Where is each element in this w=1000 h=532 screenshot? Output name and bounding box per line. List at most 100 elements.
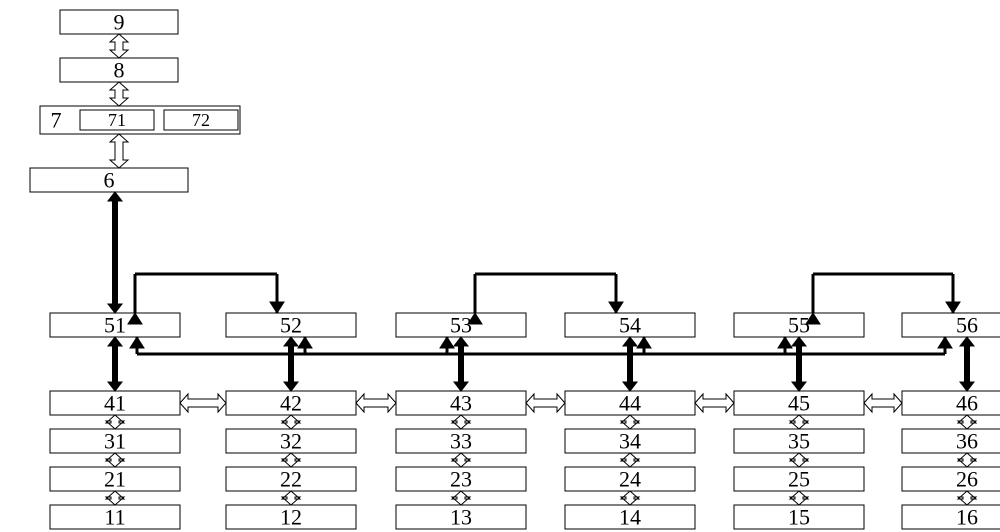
v-double-arrow — [282, 491, 300, 505]
v-double-arrow — [621, 415, 639, 429]
arrowhead-down — [609, 302, 623, 313]
svg-text:53: 53 — [450, 313, 472, 338]
arrowhead-up — [298, 337, 312, 348]
svg-text:24: 24 — [619, 467, 641, 492]
v-double-arrow — [106, 491, 124, 505]
arrowhead-up — [938, 337, 952, 348]
node-46: 46 — [902, 391, 1000, 416]
node-8: 8 — [60, 58, 178, 83]
svg-text:12: 12 — [280, 505, 302, 530]
svg-text:15: 15 — [788, 505, 810, 530]
svg-text:71: 71 — [108, 110, 126, 130]
svg-text:56: 56 — [956, 313, 978, 338]
node-45: 45 — [734, 391, 864, 416]
node-72: 72 — [164, 110, 238, 130]
node-34: 34 — [565, 429, 695, 454]
node-24: 24 — [565, 467, 695, 492]
svg-text:46: 46 — [956, 391, 978, 416]
node-31: 31 — [50, 429, 180, 454]
svg-text:54: 54 — [619, 313, 641, 338]
svg-text:42: 42 — [280, 391, 302, 416]
svg-text:9: 9 — [114, 10, 125, 35]
svg-text:26: 26 — [956, 467, 978, 492]
svg-text:35: 35 — [788, 429, 810, 454]
node-26: 26 — [902, 467, 1000, 492]
node-14: 14 — [565, 505, 695, 530]
arrowhead-up — [130, 337, 144, 348]
node-71: 71 — [80, 110, 154, 130]
svg-text:22: 22 — [280, 467, 302, 492]
svg-text:41: 41 — [104, 391, 126, 416]
svg-text:55: 55 — [788, 313, 810, 338]
svg-text:32: 32 — [280, 429, 302, 454]
svg-text:51: 51 — [104, 313, 126, 338]
node-9: 9 — [60, 10, 178, 35]
h-double-arrow — [864, 394, 902, 412]
node-51: 51 — [50, 313, 180, 338]
v-double-arrow — [110, 34, 128, 58]
node-13: 13 — [396, 505, 526, 530]
svg-text:44: 44 — [619, 391, 641, 416]
svg-text:43: 43 — [450, 391, 472, 416]
v-double-arrow — [958, 453, 976, 467]
node-6: 6 — [30, 168, 188, 193]
svg-text:16: 16 — [956, 505, 978, 530]
h-double-arrow — [356, 394, 396, 412]
v-solid-arrow — [623, 337, 637, 391]
node-41: 41 — [50, 391, 180, 416]
node-25: 25 — [734, 467, 864, 492]
svg-text:25: 25 — [788, 467, 810, 492]
node-55: 55 — [734, 313, 864, 338]
node-54: 54 — [565, 313, 695, 338]
v-double-arrow — [621, 491, 639, 505]
svg-text:21: 21 — [104, 467, 126, 492]
v-solid-arrow — [792, 337, 806, 391]
node-23: 23 — [396, 467, 526, 492]
svg-text:45: 45 — [788, 391, 810, 416]
node-15: 15 — [734, 505, 864, 530]
node-43: 43 — [396, 391, 526, 416]
svg-text:34: 34 — [619, 429, 641, 454]
v-solid-arrow — [284, 337, 298, 391]
v-solid-arrow — [108, 192, 122, 313]
svg-text:14: 14 — [619, 505, 641, 530]
arrowhead-up — [778, 337, 792, 348]
svg-text:33: 33 — [450, 429, 472, 454]
node-12: 12 — [226, 505, 356, 530]
svg-text:13: 13 — [450, 505, 472, 530]
v-solid-arrow — [108, 337, 122, 391]
svg-text:6: 6 — [104, 168, 115, 193]
v-double-arrow — [790, 453, 808, 467]
v-double-arrow — [282, 453, 300, 467]
v-double-arrow — [452, 453, 470, 467]
v-double-arrow — [621, 453, 639, 467]
node-33: 33 — [396, 429, 526, 454]
node-36: 36 — [902, 429, 1000, 454]
arrowhead-up — [637, 337, 651, 348]
arrowhead-up — [440, 337, 454, 348]
v-double-arrow — [958, 491, 976, 505]
node-21: 21 — [50, 467, 180, 492]
v-double-arrow — [790, 491, 808, 505]
v-double-arrow — [106, 453, 124, 467]
h-double-arrow — [180, 394, 226, 412]
v-double-arrow — [282, 415, 300, 429]
v-double-arrow — [958, 415, 976, 429]
svg-text:31: 31 — [104, 429, 126, 454]
v-double-arrow — [790, 415, 808, 429]
node-16: 16 — [902, 505, 1000, 530]
node-53: 53 — [396, 313, 526, 338]
node-56: 56 — [902, 313, 1000, 338]
node-52: 52 — [226, 313, 356, 338]
node-22: 22 — [226, 467, 356, 492]
svg-text:7: 7 — [51, 108, 62, 133]
v-double-arrow — [110, 134, 128, 168]
v-double-arrow — [452, 491, 470, 505]
arrowhead-down — [270, 302, 284, 313]
node-42: 42 — [226, 391, 356, 416]
v-solid-arrow — [454, 337, 468, 391]
svg-text:11: 11 — [104, 505, 125, 530]
node-44: 44 — [565, 391, 695, 416]
h-double-arrow — [526, 394, 565, 412]
svg-text:52: 52 — [280, 313, 302, 338]
